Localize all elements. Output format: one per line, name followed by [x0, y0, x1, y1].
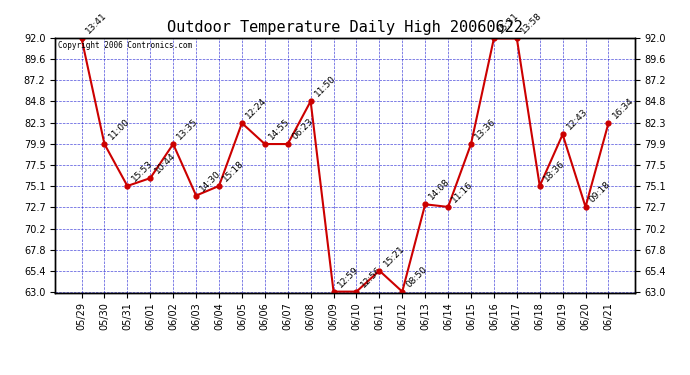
- Title: Outdoor Temperature Daily High 20060622: Outdoor Temperature Daily High 20060622: [167, 20, 523, 35]
- Text: 15:18: 15:18: [221, 159, 246, 183]
- Text: 14:55: 14:55: [267, 117, 292, 141]
- Text: 13:35: 13:35: [175, 117, 200, 141]
- Text: 16:34: 16:34: [611, 96, 635, 120]
- Point: [122, 183, 133, 189]
- Text: 14:08: 14:08: [428, 177, 452, 202]
- Text: 14:30: 14:30: [199, 168, 223, 193]
- Point: [442, 204, 453, 210]
- Text: 12:56: 12:56: [359, 264, 384, 289]
- Text: 13:36: 13:36: [473, 117, 498, 141]
- Point: [213, 183, 224, 189]
- Text: 06:23: 06:23: [290, 117, 315, 141]
- Point: [557, 131, 568, 137]
- Text: 12:43: 12:43: [565, 107, 589, 132]
- Point: [305, 98, 316, 104]
- Point: [282, 141, 293, 147]
- Point: [190, 193, 201, 199]
- Text: Copyright 2006 Contronics.com: Copyright 2006 Contronics.com: [58, 41, 193, 50]
- Text: 09:18: 09:18: [588, 180, 613, 204]
- Text: 15:31: 15:31: [496, 11, 521, 36]
- Point: [420, 201, 431, 207]
- Point: [397, 289, 408, 295]
- Text: 13:58: 13:58: [519, 11, 544, 36]
- Point: [145, 175, 156, 181]
- Point: [76, 35, 87, 41]
- Text: 11:50: 11:50: [313, 74, 337, 99]
- Text: 12:24: 12:24: [244, 96, 268, 120]
- Text: 11:16: 11:16: [451, 180, 475, 204]
- Point: [374, 268, 385, 274]
- Text: 10:44: 10:44: [152, 151, 177, 176]
- Text: 08:50: 08:50: [404, 264, 429, 289]
- Point: [351, 289, 362, 295]
- Point: [466, 141, 477, 147]
- Point: [603, 120, 614, 126]
- Point: [580, 204, 591, 210]
- Point: [511, 35, 522, 41]
- Point: [328, 289, 339, 295]
- Point: [489, 35, 500, 41]
- Text: 18:36: 18:36: [542, 159, 566, 183]
- Text: 15:21: 15:21: [382, 243, 406, 268]
- Point: [259, 141, 270, 147]
- Text: 15:53: 15:53: [130, 159, 155, 183]
- Text: 13:41: 13:41: [84, 11, 108, 36]
- Text: 11:00: 11:00: [107, 117, 131, 141]
- Point: [168, 141, 179, 147]
- Point: [99, 141, 110, 147]
- Point: [534, 183, 545, 189]
- Text: 12:59: 12:59: [336, 264, 360, 289]
- Point: [237, 120, 248, 126]
